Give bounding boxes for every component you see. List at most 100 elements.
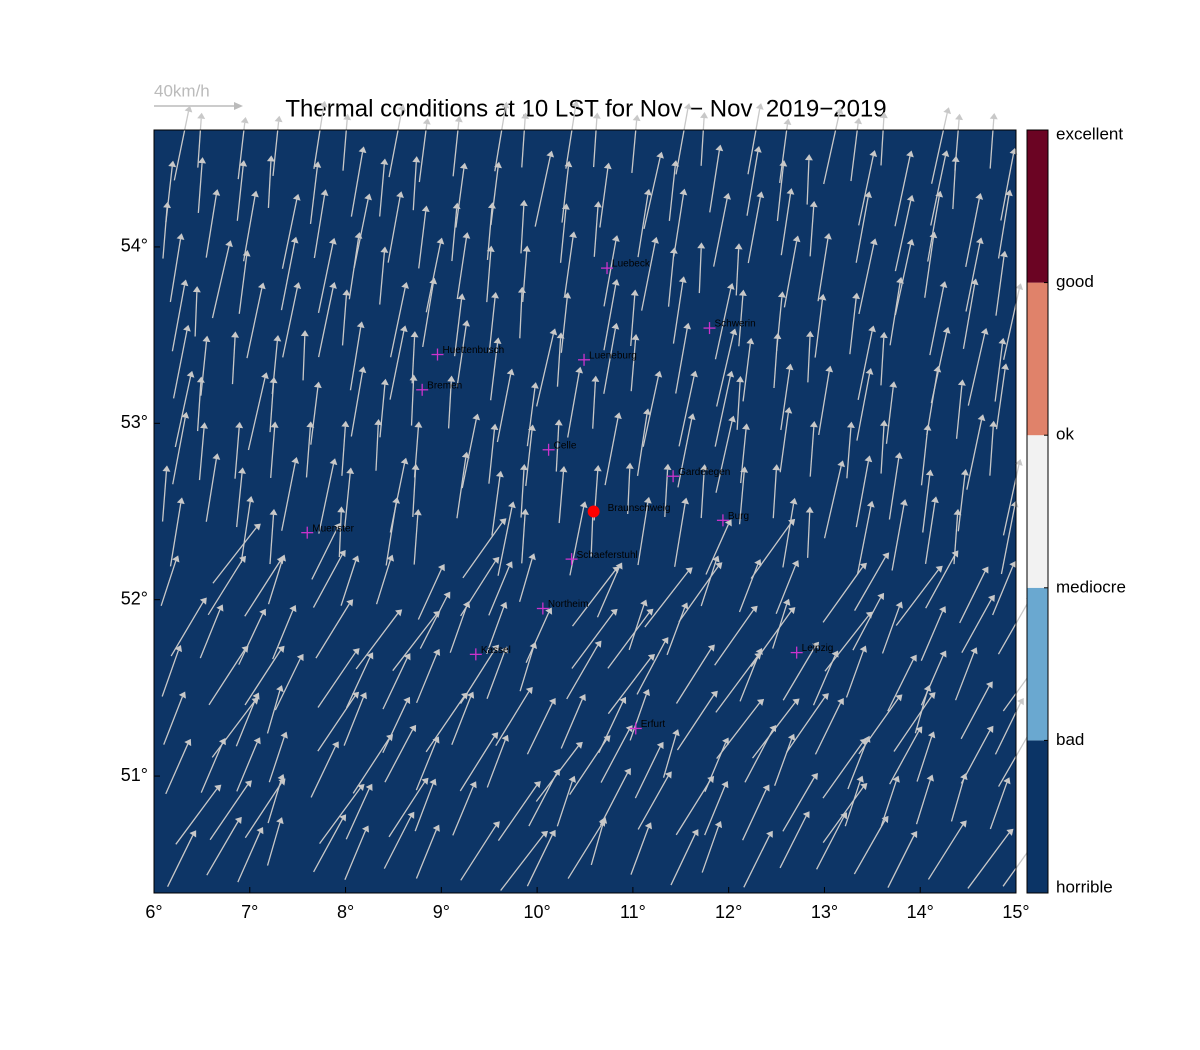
wind-arrow (747, 108, 761, 175)
wind-arrow (642, 376, 659, 447)
wind-arrow (341, 295, 348, 346)
wind-arrow (668, 165, 676, 221)
wind-arrow (558, 471, 565, 524)
wind-arrow (212, 527, 257, 584)
wind-arrow (989, 782, 1008, 830)
wind-arrowhead (433, 648, 441, 657)
wind-arrow (486, 651, 506, 699)
x-tick-label: 10° (523, 902, 550, 922)
wind-arrowhead (184, 738, 192, 747)
wind-arrowhead (611, 322, 620, 330)
wind-arrow (627, 468, 631, 515)
wind-arrow (281, 199, 298, 269)
wind-arrow (528, 773, 558, 827)
wind-arrowhead (631, 334, 640, 341)
wind-arrowhead (494, 161, 502, 169)
wind-arrowhead (603, 735, 611, 743)
wind-arrow (160, 560, 177, 606)
wind-arrowhead (783, 118, 792, 126)
wind-arrow (967, 333, 986, 406)
wind-arrowhead (756, 191, 765, 199)
city-label: Muenster (312, 523, 354, 534)
wind-arrow (894, 244, 912, 316)
wind-arrowhead (519, 463, 528, 471)
wind-arrowhead (594, 640, 602, 648)
wind-arrowhead (865, 368, 874, 375)
wind-arrow (847, 740, 868, 790)
wind-arrow (776, 166, 784, 222)
wind-arrow (566, 644, 599, 700)
wind-arrowhead (939, 281, 948, 288)
wind-arrow (561, 166, 570, 223)
wind-arrowhead (957, 379, 966, 386)
wind-arrowhead (549, 328, 558, 336)
wind-arrowhead (521, 508, 530, 515)
wind-arrow (388, 109, 403, 178)
wind-arrow (309, 167, 318, 225)
wind-arrowhead (854, 117, 863, 125)
wind-arrowhead (234, 816, 242, 825)
wind-arrowhead (736, 376, 745, 383)
wind-arrow (746, 151, 759, 216)
wind-arrowhead (895, 694, 903, 702)
wind-arrow (418, 123, 428, 183)
wind-arrow (629, 694, 647, 741)
wind-arrow (174, 376, 192, 448)
wind-arrow (456, 457, 467, 519)
wind-arrow (817, 238, 829, 302)
wind-arrow (534, 156, 551, 227)
wind-arrowhead (461, 451, 470, 459)
wind-arrow (630, 295, 636, 347)
wind-arrowhead (259, 608, 266, 617)
wind-arrow (525, 612, 550, 664)
wind-arrowhead (252, 692, 260, 700)
wind-arrowhead (338, 549, 346, 558)
wind-arrow (318, 463, 335, 534)
wind-arrow (914, 690, 929, 734)
wind-arrowhead (791, 560, 800, 568)
wind-arrowhead (939, 606, 946, 614)
colorbar-segment (1027, 740, 1048, 893)
wind-arrowhead (906, 238, 915, 246)
wind-arrow (670, 833, 696, 886)
wind-arrowhead (346, 467, 355, 474)
wind-arrow (607, 657, 652, 715)
wind-arrowhead (329, 282, 337, 289)
wind-arrowhead (432, 824, 440, 832)
wind-arrow (965, 243, 981, 312)
wind-arrow (998, 732, 1030, 787)
wind-arrow (816, 816, 845, 870)
wind-arrowhead (1006, 828, 1014, 836)
wind-arrowhead (643, 188, 652, 196)
y-tick-label: 51° (121, 765, 148, 785)
wind-arrowhead (959, 820, 967, 828)
wind-arrow (774, 738, 793, 786)
wind-arrow (452, 786, 474, 836)
wind-arrow (779, 815, 807, 869)
wind-arrow (950, 778, 965, 822)
wind-arrow (200, 341, 208, 396)
wind-arrow (521, 514, 526, 564)
wind-arrowhead (877, 592, 885, 601)
wind-arrowhead (941, 150, 950, 158)
wind-arrow (411, 337, 416, 384)
wind-arrowhead (568, 775, 576, 783)
wind-arrowhead (879, 419, 888, 427)
wind-arrowhead (269, 508, 278, 516)
wind-arrow (244, 782, 282, 839)
city-label: Huettenbusch (443, 345, 505, 356)
wind-arrow (305, 427, 311, 478)
wind-arrow (197, 163, 203, 214)
wind-arrowhead (332, 741, 339, 749)
wind-arrowhead (548, 829, 556, 838)
colorbar-label: excellent (1056, 124, 1123, 143)
wind-arrow (675, 780, 711, 836)
wind-arrow (315, 603, 350, 659)
wind-arrow (807, 336, 811, 383)
wind-arrow (779, 412, 789, 473)
wind-arrowhead (879, 331, 888, 339)
wind-arrowhead (929, 231, 938, 239)
wind-arrow (172, 330, 188, 399)
wind-arrow (855, 197, 869, 263)
wind-arrowhead (821, 693, 829, 701)
